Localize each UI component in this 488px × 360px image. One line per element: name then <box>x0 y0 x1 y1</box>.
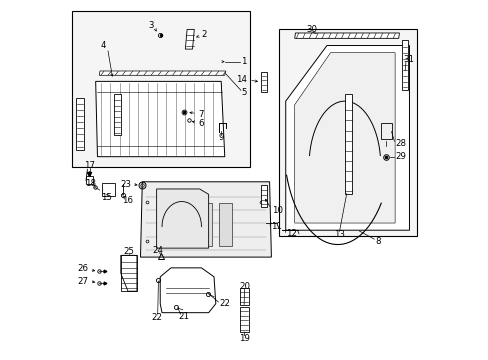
Text: 6: 6 <box>198 119 203 128</box>
Polygon shape <box>294 33 399 39</box>
Polygon shape <box>239 288 248 305</box>
Polygon shape <box>113 94 121 135</box>
Polygon shape <box>239 307 248 332</box>
Text: 7: 7 <box>198 110 203 119</box>
Text: 22: 22 <box>151 313 162 322</box>
Text: 4: 4 <box>101 41 106 50</box>
Text: 9: 9 <box>218 133 224 142</box>
Text: 19: 19 <box>239 334 249 343</box>
Polygon shape <box>96 81 224 157</box>
Text: 23: 23 <box>120 180 131 189</box>
Text: 30: 30 <box>306 25 317 34</box>
Text: 1: 1 <box>241 57 246 66</box>
Polygon shape <box>156 189 208 248</box>
Text: 14: 14 <box>236 76 247 85</box>
Text: 17: 17 <box>84 161 95 170</box>
Text: 18: 18 <box>85 179 96 188</box>
Text: 8: 8 <box>374 237 380 246</box>
Text: 3: 3 <box>148 21 154 30</box>
Polygon shape <box>402 40 407 90</box>
Polygon shape <box>344 94 351 194</box>
Bar <box>199 203 212 246</box>
Text: 24: 24 <box>152 246 163 255</box>
Text: 22: 22 <box>219 299 230 308</box>
Polygon shape <box>294 53 394 223</box>
Polygon shape <box>285 45 408 230</box>
Text: 29: 29 <box>394 152 405 161</box>
Text: 16: 16 <box>122 196 132 205</box>
Text: 5: 5 <box>241 87 246 96</box>
Text: 13: 13 <box>333 230 345 239</box>
Text: 20: 20 <box>239 282 249 291</box>
Bar <box>102 183 115 196</box>
Polygon shape <box>121 255 137 291</box>
Bar <box>278 30 416 235</box>
Text: 15: 15 <box>101 193 112 202</box>
Text: 28: 28 <box>394 139 406 148</box>
Polygon shape <box>261 72 266 92</box>
Bar <box>219 203 231 246</box>
Bar <box>160 203 172 246</box>
Text: 12: 12 <box>286 229 297 238</box>
Polygon shape <box>140 182 271 257</box>
Text: 21: 21 <box>178 312 189 321</box>
Polygon shape <box>99 71 225 75</box>
Text: 25: 25 <box>123 247 134 256</box>
Text: 2: 2 <box>201 30 206 39</box>
Text: 10: 10 <box>271 206 282 215</box>
Text: 27: 27 <box>77 276 88 285</box>
Polygon shape <box>185 30 194 49</box>
Polygon shape <box>76 98 83 149</box>
Text: 26: 26 <box>77 265 88 274</box>
Polygon shape <box>160 268 215 313</box>
Bar <box>72 12 249 167</box>
Text: 31: 31 <box>403 55 413 64</box>
Polygon shape <box>260 185 266 207</box>
Text: 11: 11 <box>270 222 282 231</box>
Bar <box>180 203 192 246</box>
